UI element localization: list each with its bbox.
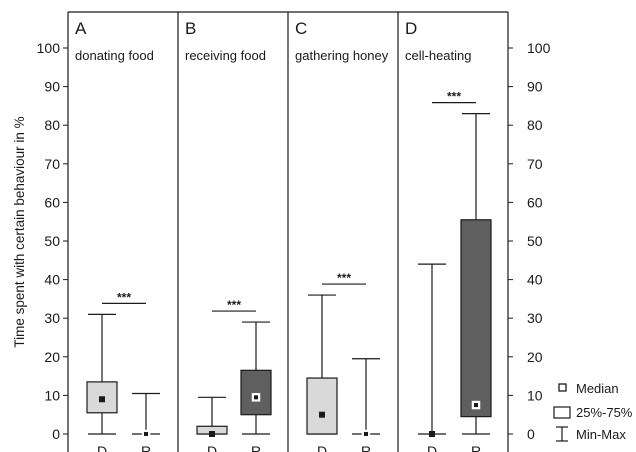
panel-title: receiving food (185, 48, 266, 63)
category-label: R (471, 443, 481, 452)
significance-label: *** (117, 290, 131, 304)
y-tick-label-left: 80 (44, 117, 60, 133)
y-tick-label-left: 30 (44, 310, 60, 326)
legend-label: 25%-75% (576, 405, 633, 420)
panel-title: gathering honey (295, 48, 389, 63)
y-tick-label-left: 50 (44, 233, 60, 249)
box-d: D (86, 313, 118, 452)
y-tick-label-right: 30 (527, 310, 543, 326)
median-marker (254, 395, 258, 400)
box-d: D (418, 263, 446, 452)
y-tick-label-right: 80 (527, 117, 543, 133)
category-label: R (141, 443, 151, 452)
legend-median-symbol (558, 383, 567, 392)
box-r: R (132, 392, 160, 452)
category-label: R (361, 443, 371, 452)
panel-title: donating food (75, 48, 154, 63)
panel-letter: B (185, 19, 196, 38)
median-marker (429, 431, 435, 437)
legend-label: Median (576, 381, 619, 396)
y-axis-label: Time spent with certain behaviour in % (12, 116, 27, 347)
y-tick-label-left: 100 (37, 40, 61, 56)
panel-letter: A (75, 19, 87, 38)
category-label: D (317, 443, 327, 452)
significance-label: *** (447, 90, 461, 104)
quartile-box (240, 369, 272, 416)
y-tick-label-right: 0 (527, 426, 535, 442)
median-marker (364, 432, 368, 436)
quartile-box (306, 377, 338, 435)
panel-letter: C (295, 19, 307, 38)
median-marker (209, 431, 215, 437)
category-label: D (207, 443, 217, 452)
quartile-box (460, 219, 492, 418)
legend: Median 25%-75% Min-Max (553, 381, 633, 442)
y-tick-label-left: 70 (44, 156, 60, 172)
y-tick-label-right: 40 (527, 272, 543, 288)
y-tick-label-right: 70 (527, 156, 543, 172)
legend-item-whisker: Min-Max (556, 426, 626, 442)
category-label: D (97, 443, 107, 452)
legend-item-box: 25%-75% (553, 405, 633, 420)
y-tick-label-right: 50 (527, 233, 543, 249)
legend-item-square: Median (558, 381, 619, 396)
box-d: D (196, 396, 228, 452)
median-marker (474, 403, 478, 408)
median-marker (319, 411, 325, 418)
significance-label: *** (227, 298, 241, 312)
box-r: R (352, 358, 380, 452)
y-tick-label-left: 60 (44, 194, 60, 210)
axes: 0 0 10 10 20 20 30 30 40 40 50 50 60 60 70 70 80 80 90 90 10… (37, 11, 551, 452)
y-tick-label-left: 40 (44, 272, 60, 288)
box-d: D (306, 294, 338, 452)
y-tick-label-right: 90 (527, 79, 543, 95)
y-tick-label-right: 20 (527, 349, 543, 365)
box-r: R (240, 321, 272, 452)
median-marker (99, 396, 105, 403)
y-tick-label-left: 90 (44, 79, 60, 95)
category-label: R (251, 443, 261, 452)
y-tick-label-left: 20 (44, 349, 60, 365)
panel-title: cell-heating (405, 48, 472, 63)
y-tick-label-left: 0 (52, 426, 60, 442)
panel-letter: D (405, 19, 417, 38)
y-tick-label-left: 10 (44, 387, 60, 403)
box-r: R (460, 113, 492, 452)
y-tick-label-right: 10 (527, 387, 543, 403)
legend-label: Min-Max (576, 427, 626, 442)
category-label: D (427, 443, 437, 452)
y-tick-label-right: 100 (527, 40, 551, 56)
legend-box-symbol (553, 406, 571, 419)
significance-label: *** (337, 271, 351, 285)
y-tick-label-right: 60 (527, 194, 543, 210)
median-marker (144, 432, 148, 436)
